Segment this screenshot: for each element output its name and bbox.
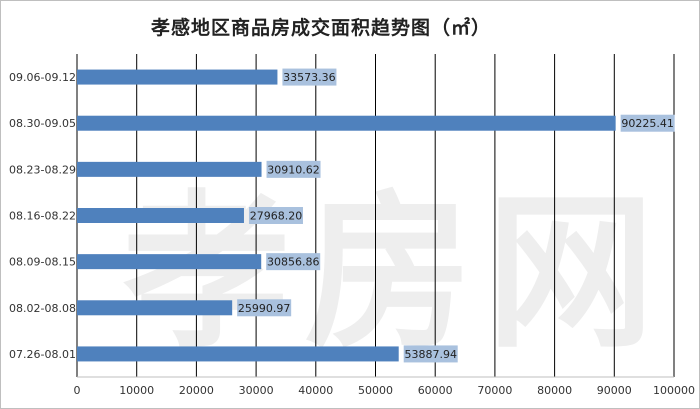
x-tick-label: 100000	[653, 384, 695, 397]
x-tick-label: 30000	[239, 384, 274, 397]
data-label-background	[403, 345, 458, 363]
x-tick-label: 70000	[477, 384, 512, 397]
data-label: 30910.62	[267, 163, 320, 176]
category-label: 08.02-08.08	[9, 302, 76, 315]
data-label-background	[248, 207, 303, 224]
x-tick-label: 50000	[358, 384, 393, 397]
data-label: 27968.20	[250, 210, 303, 223]
category-label: 08.16-08.22	[9, 210, 76, 223]
bar	[77, 208, 244, 223]
watermark: 孝房网	[123, 175, 669, 371]
data-label: 33573.36	[283, 71, 336, 84]
bar	[77, 69, 278, 85]
bar	[77, 115, 616, 131]
data-label: 90225.41	[621, 117, 674, 130]
bar	[77, 300, 233, 316]
data-label: 30856.86	[267, 256, 320, 269]
x-tick-label: 40000	[298, 384, 333, 397]
category-label: 07.26-08.01	[9, 348, 76, 361]
category-label: 08.30-09.05	[9, 117, 76, 130]
x-tick-label: 10000	[119, 384, 154, 397]
category-label: 08.23-08.29	[9, 163, 76, 176]
x-tick-label: 80000	[537, 384, 572, 397]
category-label: 08.09-08.15	[9, 256, 76, 269]
x-tick-label: 0	[74, 384, 81, 397]
data-label-background	[266, 253, 321, 271]
data-label: 53887.94	[404, 348, 457, 361]
bar	[77, 346, 399, 362]
data-label-background	[282, 68, 337, 86]
data-label: 25990.97	[238, 302, 291, 315]
data-label-background	[237, 299, 292, 317]
category-label: 09.06-09.12	[9, 71, 76, 84]
chart-title: 孝感地区商品房成交面积趋势图（㎡）	[150, 17, 491, 39]
data-label-background	[266, 160, 321, 178]
x-tick-label: 60000	[418, 384, 453, 397]
bar	[77, 161, 262, 177]
data-label-background	[620, 114, 675, 132]
x-tick-label: 90000	[597, 384, 632, 397]
bar	[77, 254, 262, 270]
x-tick-label: 20000	[179, 384, 214, 397]
